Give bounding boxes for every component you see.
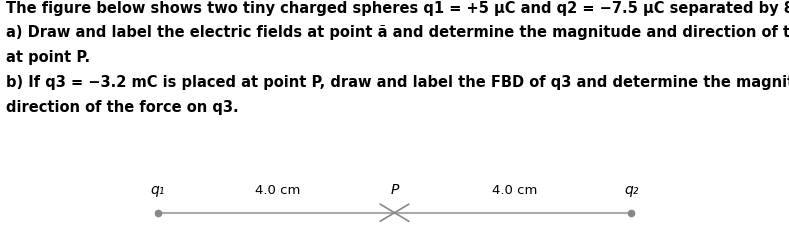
Text: q₂: q₂: [624, 183, 638, 197]
Text: q₁: q₁: [151, 183, 165, 197]
Text: direction of the force on q3.: direction of the force on q3.: [6, 100, 239, 115]
Text: at point P.: at point P.: [6, 50, 91, 65]
Text: 4.0 cm: 4.0 cm: [255, 184, 301, 197]
Text: The figure below shows two tiny charged spheres q1 = +5 μC and q2 = −7.5 μC sepa: The figure below shows two tiny charged …: [6, 1, 789, 16]
Text: 4.0 cm: 4.0 cm: [492, 184, 537, 197]
Text: b) If q3 = −3.2 mC is placed at point P, draw and label the FBD of q3 and determ: b) If q3 = −3.2 mC is placed at point P,…: [6, 75, 789, 90]
Text: a) Draw and label the electric fields at point ã and determine the magnitude and: a) Draw and label the electric fields at…: [6, 25, 789, 40]
Text: P: P: [391, 183, 398, 197]
